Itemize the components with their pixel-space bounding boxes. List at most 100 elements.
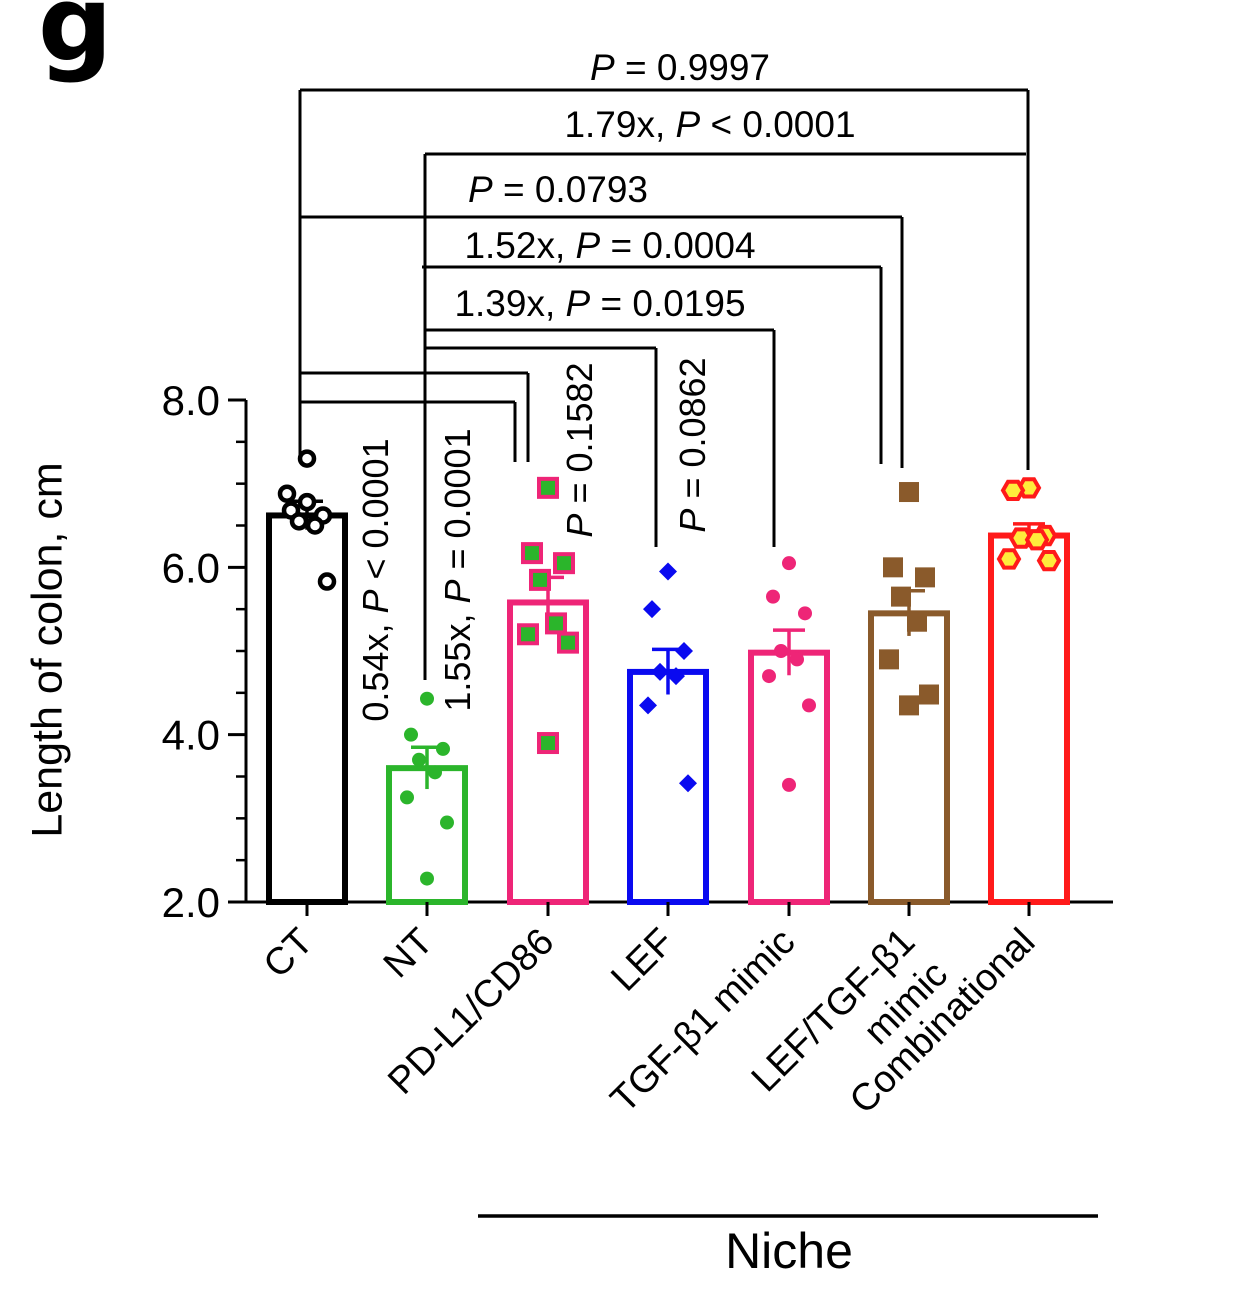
comparison-label: P = 0.0793: [468, 169, 648, 210]
data-point: [883, 557, 903, 578]
data-point: [667, 667, 685, 686]
data-point: [766, 589, 780, 604]
stat-text-part: 1.79x,: [564, 104, 675, 145]
data-point: [317, 572, 337, 591]
comparison-bracket-h: 1.79x, P < 0.0001: [425, 104, 1026, 156]
comparison-label-vertical: P = 0.0862: [672, 357, 713, 532]
data-point: [277, 484, 297, 503]
x-tick-label: LEF: [603, 921, 682, 1000]
stat-text-p: P: [576, 225, 601, 266]
y-tick-label: 4.0: [162, 712, 220, 759]
comparison-label-vertical: P = 0.1582: [559, 362, 600, 537]
data-point: [412, 752, 426, 767]
data-point: [639, 696, 657, 715]
bar-group-pd-l1-cd86: PD-L1/CD86: [380, 476, 589, 1103]
bar-group-nt: NT: [376, 691, 468, 987]
data-point: [996, 548, 1022, 570]
data-point: [915, 567, 935, 588]
data-point: [782, 556, 796, 571]
stat-text-p: P: [672, 509, 713, 533]
stat-text-part: = 0.0001: [437, 428, 478, 579]
data-point: [907, 611, 927, 632]
stat-text-p: P: [559, 514, 600, 538]
data-point: [919, 684, 939, 705]
comparison-bracket-h: P = 0.0793: [300, 169, 904, 468]
x-tick-label-line: LEF: [603, 921, 682, 1000]
data-point: [643, 600, 661, 619]
data-point: [440, 815, 454, 830]
stat-text-part: = 0.0004: [600, 225, 755, 266]
stat-text-part: 1.52x,: [464, 225, 575, 266]
data-point: [553, 552, 575, 575]
data-point: [659, 562, 677, 581]
data-point: [1000, 479, 1026, 502]
data-point: [517, 623, 539, 646]
stat-text-p: P: [437, 580, 478, 604]
comparison-bracket-short: [425, 346, 658, 547]
stat-text-p: P: [676, 104, 701, 145]
comparison-bracket-short: [300, 371, 530, 462]
data-point: [436, 741, 450, 756]
data-point: [557, 631, 579, 654]
comparison-bracket-h: P = 0.9997: [300, 47, 1030, 470]
data-point: [297, 449, 317, 468]
data-point: [899, 482, 919, 503]
stat-text-part: < 0.0001: [700, 104, 855, 145]
stat-text-part: = 0.9997: [615, 47, 770, 88]
y-tick-label: 2.0: [162, 879, 220, 926]
comparison-label-vertical: 1.55x, P = 0.0001: [437, 428, 478, 711]
bar: [266, 512, 348, 906]
data-point: [782, 777, 796, 792]
data-point: [529, 568, 551, 591]
data-point: [1036, 549, 1062, 572]
data-point: [790, 652, 804, 667]
data-point: [305, 516, 325, 535]
bar: [748, 649, 830, 905]
comparison-label: 1.52x, P = 0.0004: [464, 225, 755, 266]
data-point: [420, 691, 434, 706]
stat-text-p: P: [355, 590, 396, 614]
data-point: [545, 612, 567, 635]
comparison-label: 1.39x, P = 0.0195: [454, 283, 745, 324]
data-point: [404, 727, 418, 742]
stat-text-p: P: [468, 169, 493, 210]
x-tick-label: CT: [256, 921, 322, 987]
stat-text-part: 0.54x,: [355, 614, 396, 722]
bar-group-ct: CT: [256, 449, 348, 987]
comparison-label: P = 0.9997: [590, 47, 770, 88]
stat-text-part: < 0.0001: [355, 438, 396, 589]
stat-text-part: = 0.0195: [590, 283, 745, 324]
data-point: [651, 662, 669, 681]
data-point: [762, 669, 776, 684]
stat-text-part: = 0.1582: [559, 362, 600, 513]
x-tick-label: NT: [376, 921, 442, 987]
comparison-label: 1.79x, P < 0.0001: [564, 104, 855, 145]
stat-text-part: = 0.0862: [672, 357, 713, 508]
data-point: [899, 695, 919, 716]
data-point: [400, 790, 414, 805]
data-point: [537, 732, 559, 755]
data-point: [675, 642, 693, 660]
bar-group-lef: LEF: [603, 562, 709, 1000]
data-point: [1008, 527, 1034, 549]
data-point: [774, 644, 788, 658]
stat-text-part: = 0.0793: [493, 169, 648, 210]
panel-label: g: [38, 0, 113, 85]
data-point: [428, 765, 442, 780]
data-point: [297, 492, 317, 512]
comparison-label-vertical: 0.54x, P < 0.0001: [355, 438, 396, 721]
data-point: [420, 871, 434, 886]
y-tick-label: 6.0: [162, 544, 220, 591]
niche-group-label: Niche: [725, 1223, 853, 1279]
x-tick-label-line: CT: [256, 921, 322, 987]
data-point: [798, 606, 812, 621]
data-point: [802, 698, 816, 713]
data-point: [521, 542, 543, 565]
comparison-bracket-short: [300, 400, 517, 462]
stat-text-part: 1.39x,: [454, 283, 565, 324]
stat-text-p: P: [566, 283, 591, 324]
stat-text-part: 1.55x,: [437, 604, 478, 712]
comparison-bracket-h: 1.52x, P = 0.0004: [422, 225, 883, 464]
data-point: [1024, 529, 1050, 551]
